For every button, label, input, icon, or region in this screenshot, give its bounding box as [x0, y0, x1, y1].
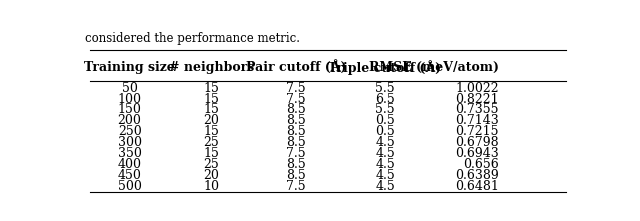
Text: 15: 15 [204, 125, 220, 138]
Text: 0.5: 0.5 [375, 125, 395, 138]
Text: 15: 15 [204, 93, 220, 105]
Text: 7.5: 7.5 [286, 147, 305, 160]
Text: 25: 25 [204, 136, 220, 149]
Text: 0.6389: 0.6389 [456, 169, 499, 182]
Text: 0.6943: 0.6943 [456, 147, 499, 160]
Text: 50: 50 [122, 82, 138, 95]
Text: 0.6798: 0.6798 [456, 136, 499, 149]
Text: 0.6481: 0.6481 [455, 180, 499, 193]
Text: 350: 350 [118, 147, 141, 160]
Text: 0.7215: 0.7215 [456, 125, 499, 138]
Text: 4.5: 4.5 [375, 136, 395, 149]
Text: 20: 20 [204, 114, 220, 127]
Text: 5.5: 5.5 [375, 82, 395, 95]
Text: 100: 100 [118, 93, 141, 105]
Text: 15: 15 [204, 103, 220, 116]
Text: Triple cutoff (Å): Triple cutoff (Å) [328, 60, 442, 75]
Text: 8.5: 8.5 [286, 158, 306, 171]
Text: considered the performance metric.: considered the performance metric. [85, 32, 300, 45]
Text: 10: 10 [204, 180, 220, 193]
Text: 450: 450 [118, 169, 141, 182]
Text: 250: 250 [118, 125, 141, 138]
Text: 4.5: 4.5 [375, 180, 395, 193]
Text: 8.5: 8.5 [286, 125, 306, 138]
Text: 15: 15 [204, 147, 220, 160]
Text: 200: 200 [118, 114, 141, 127]
Text: 1.0022: 1.0022 [456, 82, 499, 95]
Text: 150: 150 [118, 103, 141, 116]
Text: 15: 15 [204, 82, 220, 95]
Text: 500: 500 [118, 180, 141, 193]
Text: 20: 20 [204, 169, 220, 182]
Text: 0.5: 0.5 [375, 114, 395, 127]
Text: 4.5: 4.5 [375, 169, 395, 182]
Text: 0.8221: 0.8221 [456, 93, 499, 105]
Text: 300: 300 [118, 136, 141, 149]
Text: 8.5: 8.5 [286, 103, 306, 116]
Text: 25: 25 [204, 158, 220, 171]
Text: RMSE (meV/atom): RMSE (meV/atom) [369, 61, 499, 74]
Text: 8.5: 8.5 [286, 114, 306, 127]
Text: 5.5: 5.5 [375, 103, 395, 116]
Text: 4.5: 4.5 [375, 147, 395, 160]
Text: 8.5: 8.5 [286, 136, 306, 149]
Text: 0.7355: 0.7355 [456, 103, 499, 116]
Text: 7.5: 7.5 [286, 180, 305, 193]
Text: Pair cutoff (Å): Pair cutoff (Å) [246, 60, 346, 74]
Text: Training size: Training size [84, 61, 175, 74]
Text: 6.5: 6.5 [375, 93, 395, 105]
Text: 0.656: 0.656 [463, 158, 499, 171]
Text: 8.5: 8.5 [286, 169, 306, 182]
Text: 7.5: 7.5 [286, 82, 305, 95]
Text: # neighbors: # neighbors [169, 61, 254, 74]
Text: 7.5: 7.5 [286, 93, 305, 105]
Text: 0.7143: 0.7143 [456, 114, 499, 127]
Text: 400: 400 [118, 158, 141, 171]
Text: 4.5: 4.5 [375, 158, 395, 171]
